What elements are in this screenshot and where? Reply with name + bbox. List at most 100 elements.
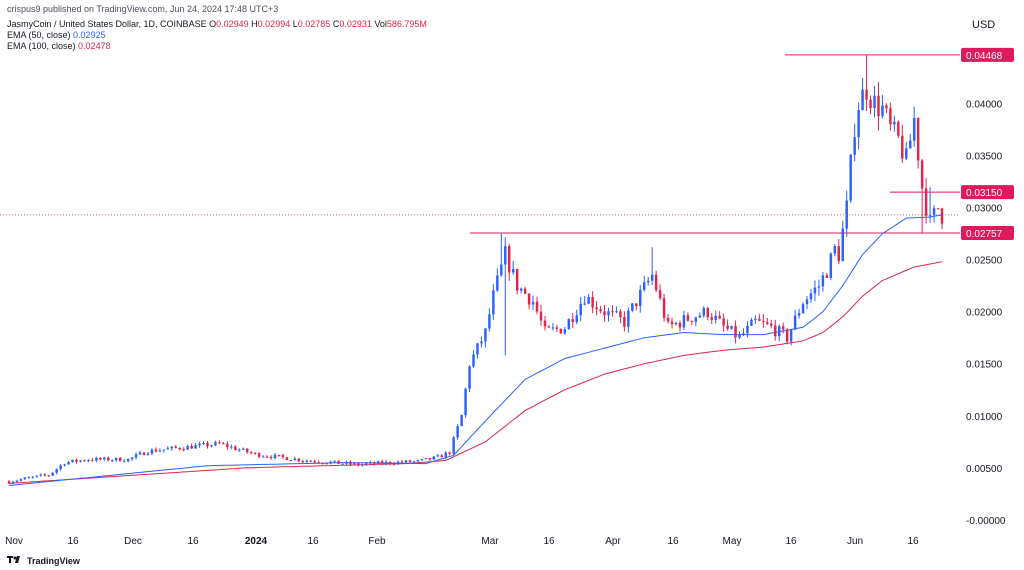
candle-body — [539, 311, 543, 321]
ema50-row[interactable]: EMA (50, close) 0.02925 — [7, 30, 427, 41]
tradingview-logo-icon[interactable] — [7, 555, 23, 566]
candle-body — [682, 315, 686, 328]
x-tick-label: May — [723, 536, 742, 547]
candle-body — [420, 459, 424, 461]
ema100-row[interactable]: EMA (100, close) 0.02478 — [7, 41, 427, 52]
candle-body — [607, 311, 610, 316]
candle-body — [766, 321, 769, 324]
candle-body — [325, 463, 328, 465]
candle-body — [504, 246, 507, 265]
candle-body — [631, 303, 634, 311]
candle-body — [758, 318, 761, 321]
candle-body — [869, 99, 872, 109]
candle-body — [912, 118, 916, 141]
candle-body — [623, 317, 626, 327]
candle-body — [508, 246, 511, 273]
candle-body — [242, 448, 245, 450]
candle-body — [714, 315, 717, 320]
candle-body — [635, 303, 638, 306]
x-tick-label: 2024 — [245, 536, 268, 547]
candle-body — [452, 437, 455, 454]
publisher-line: crispus9 published on TradingView.com, J… — [7, 4, 279, 14]
candle-body — [646, 280, 650, 283]
candle-body — [535, 301, 539, 312]
candle-body — [801, 304, 805, 314]
candle-body — [27, 477, 31, 479]
candle-body — [206, 443, 209, 447]
candle-body — [186, 445, 189, 450]
symbol-title[interactable]: JasmyCoin / United States Dollar, 1D, CO… — [7, 19, 207, 29]
y-tick-label: 0.03000 — [966, 204, 1003, 215]
candle-body — [79, 460, 82, 462]
candle-body — [734, 326, 737, 338]
candle-body — [484, 328, 487, 342]
candle-body — [373, 462, 376, 464]
candle-body — [146, 453, 150, 456]
candle-body — [833, 246, 837, 254]
candle-body — [662, 298, 666, 318]
candle-body — [936, 208, 940, 210]
candle-body — [920, 160, 924, 189]
candle-body — [23, 477, 27, 480]
candle-body — [837, 246, 840, 262]
candle-body — [785, 329, 789, 342]
candle-body — [515, 268, 519, 291]
candle-body — [567, 319, 571, 330]
y-tick-label: 0.02500 — [966, 256, 1003, 267]
candle-body — [440, 455, 443, 458]
candle-body — [774, 325, 777, 337]
candle-body — [849, 154, 852, 201]
ema-lines — [8, 214, 943, 486]
candle-body — [690, 320, 694, 322]
candle-body — [750, 319, 753, 326]
candle-body — [388, 461, 392, 464]
candle-body — [174, 446, 177, 448]
candle-body — [563, 329, 567, 334]
candle-body — [253, 452, 257, 454]
candle-body — [257, 453, 261, 457]
currency-button[interactable]: USD — [972, 19, 996, 31]
candle-body — [150, 449, 154, 454]
y-tick-label: 0.04000 — [966, 100, 1003, 111]
candle-body — [543, 320, 547, 327]
candle-body — [480, 341, 483, 344]
level-lines — [0, 54, 960, 234]
candle-body — [523, 288, 527, 294]
tradingview-brand[interactable]: TradingView — [27, 555, 80, 566]
candle-body — [940, 208, 944, 224]
candle-body — [35, 475, 39, 477]
x-tick-label: 16 — [187, 536, 199, 547]
x-tick-label: 16 — [785, 536, 797, 547]
candle-body — [579, 303, 582, 316]
candle-body — [103, 457, 106, 460]
candle-body — [47, 475, 50, 477]
x-tick-label: 16 — [667, 536, 679, 547]
candle-body — [436, 455, 440, 457]
candle-body — [698, 315, 702, 318]
candle-body — [924, 188, 928, 216]
candle-body — [245, 448, 249, 453]
candle-body — [392, 463, 396, 465]
candle-body — [666, 317, 670, 322]
candle-body — [519, 288, 523, 291]
candle-body — [742, 333, 745, 335]
candle-body — [396, 461, 400, 465]
ema50-label: EMA (50, close) — [7, 30, 71, 40]
candle-body — [829, 253, 833, 278]
candle-body — [329, 461, 332, 464]
y-tick-label: 0.01000 — [966, 412, 1003, 423]
x-tick-label: Dec — [124, 536, 142, 547]
candle-body — [202, 443, 205, 445]
candle-body — [166, 448, 170, 450]
candle-body — [853, 137, 856, 155]
candle-body — [777, 326, 781, 337]
candle-body — [226, 443, 229, 448]
candle-body — [114, 457, 118, 461]
candle-body — [555, 327, 559, 329]
x-tick-label: Mar — [481, 536, 499, 547]
candle-body — [412, 461, 416, 463]
candle-body — [670, 321, 674, 325]
candle-body — [87, 460, 90, 462]
price-tag-label: 0.04468 — [966, 51, 1003, 62]
